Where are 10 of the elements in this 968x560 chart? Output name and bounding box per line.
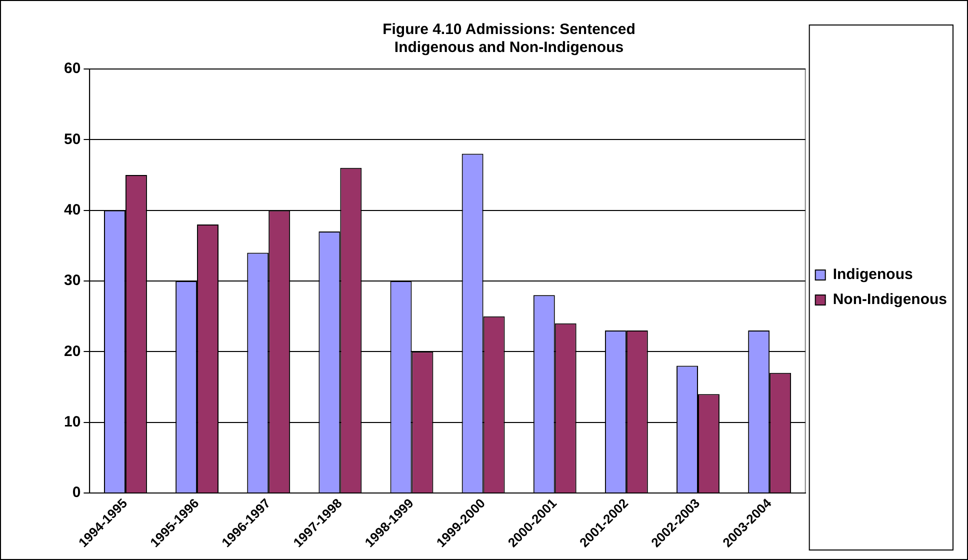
legend-label: Non-Indigenous <box>832 291 948 308</box>
y-tick-label: 10 <box>64 413 81 430</box>
y-tick-label: 40 <box>64 201 81 218</box>
y-tick-label: 50 <box>64 130 81 148</box>
y-tick-label: 60 <box>64 60 81 78</box>
chart-title: Figure 4.10 Admissions: Sentenced Indigenous and Non-Indigenous <box>382 21 636 56</box>
y-tick-label: 30 <box>64 272 81 290</box>
y-tick-label: 20 <box>64 342 81 360</box>
legend-label: Indigenous <box>832 266 913 284</box>
y-tick-label: 0 <box>72 484 81 502</box>
